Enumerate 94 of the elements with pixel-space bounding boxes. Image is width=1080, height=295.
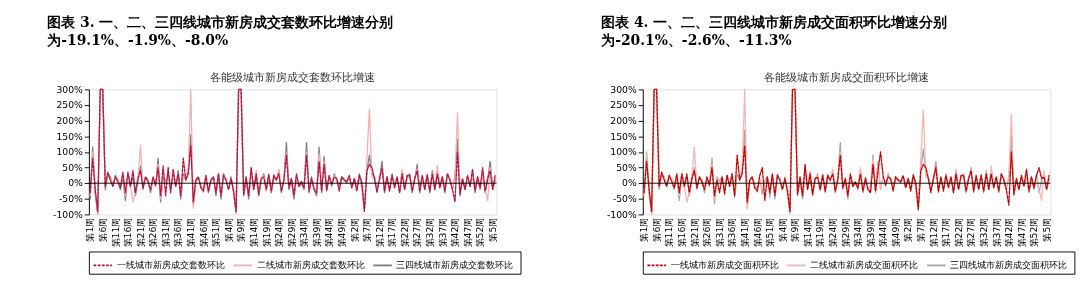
y-tick-label: -50%: [612, 193, 637, 205]
x-tick-label: 第2周: [348, 217, 360, 242]
x-tick-label: 第12周: [373, 217, 385, 248]
x-tick-label: 第11周: [663, 217, 675, 248]
y-tick-label: -100%: [53, 208, 84, 220]
x-tick-label: 第34周: [852, 217, 864, 248]
x-tick-label: 第39周: [310, 217, 322, 248]
x-tick-label: 第16周: [676, 217, 688, 248]
x-tick-label: 第27周: [411, 217, 423, 248]
x-tick-label: 第9周: [235, 217, 247, 242]
x-tick-label: 第22周: [398, 217, 410, 248]
x-tick-label: 第9周: [789, 217, 801, 242]
x-tick-label: 第7周: [361, 217, 373, 242]
x-tick-label: 第44周: [323, 217, 335, 248]
x-tick-label: 第47周: [461, 217, 473, 248]
x-tick-label: 第51周: [210, 217, 222, 248]
x-tick-label: 第36周: [172, 217, 184, 248]
legend-label: 一线城市新房成交套数环比: [116, 259, 225, 271]
legend-label: 二线城市新房成交套数环比: [256, 259, 365, 271]
x-tick-label: 第52周: [1028, 217, 1040, 248]
x-tick-label: 第17周: [940, 217, 952, 248]
y-tick-label: 150%: [56, 130, 84, 142]
y-tick-label: 250%: [610, 99, 637, 111]
x-tick-label: 第37周: [436, 217, 448, 248]
x-tick-label: 第37周: [990, 217, 1002, 248]
x-tick-label: 第46周: [751, 217, 763, 248]
legend-label: 三四线城市新房成交面积环比: [950, 259, 1068, 271]
y-tick-label: 0%: [622, 177, 637, 189]
x-tick-label: 第19周: [260, 217, 272, 248]
y-tick-label: 100%: [610, 146, 637, 158]
x-tick-label: 第21周: [134, 217, 146, 248]
x-tick-label: 第24周: [273, 217, 285, 248]
x-tick-label: 第29周: [839, 217, 851, 248]
x-tick-label: 第14周: [247, 217, 259, 248]
x-tick-label: 第16周: [122, 217, 134, 248]
x-tick-label: 第4周: [776, 217, 788, 242]
x-tick-label: 第29周: [285, 217, 297, 248]
y-tick-label: 300%: [610, 83, 637, 95]
x-tick-label: 第44周: [877, 217, 889, 248]
x-tick-label: 第5周: [486, 217, 498, 242]
x-tick-label: 第5周: [1040, 217, 1052, 242]
x-tick-label: 第41周: [185, 217, 197, 248]
x-tick-label: 第52周: [474, 217, 486, 248]
x-tick-label: 第21周: [688, 217, 700, 248]
x-tick-label: 第32周: [977, 217, 989, 248]
x-tick-label: 第22周: [952, 217, 964, 248]
x-tick-label: 第42周: [449, 217, 461, 248]
y-tick-label: 50%: [62, 161, 84, 173]
x-tick-label: 第17周: [386, 217, 398, 248]
y-tick-label: 50%: [616, 161, 637, 173]
x-tick-label: 第36周: [726, 217, 738, 248]
y-tick-label: -100%: [607, 208, 637, 220]
x-tick-label: 第19周: [814, 217, 826, 248]
y-tick-label: 0%: [68, 177, 84, 189]
x-tick-label: 第14周: [801, 217, 813, 248]
x-tick-label: 第51周: [764, 217, 776, 248]
x-tick-label: 第49周: [335, 217, 347, 248]
x-tick-label: 第6周: [97, 217, 108, 242]
x-tick-label: 第7周: [915, 217, 927, 242]
y-tick-label: 200%: [56, 114, 84, 126]
x-tick-label: 第12周: [927, 217, 939, 248]
x-tick-label: 第1周: [84, 217, 96, 242]
chart-title: 图表 3. 一、二、三四线城市新房成交套数环比增速分别为-19.1%、-1.9%、-8.0%: [47, 14, 394, 48]
x-tick-label: 第11周: [109, 217, 121, 248]
legend-label: 一线城市新房成交面积环比: [670, 259, 779, 271]
y-tick-label: 200%: [610, 114, 637, 126]
y-tick-label: 150%: [610, 130, 637, 142]
x-tick-label: 第46周: [197, 217, 209, 248]
x-tick-label: 第39周: [864, 217, 876, 248]
chart-subtitle: 各能级城市新房成交面积环比增速: [764, 71, 930, 85]
x-tick-label: 第31周: [713, 217, 725, 248]
x-tick-label: 第31周: [159, 217, 171, 248]
y-tick-label: -50%: [58, 193, 84, 205]
chart-subtitle: 各能级城市新房成交套数环比增速: [210, 71, 376, 85]
x-tick-label: 第34周: [298, 217, 310, 248]
legend-label: 三四线城市新房成交套数环比: [396, 259, 514, 271]
x-tick-label: 第1周: [638, 217, 650, 242]
y-tick-label: 300%: [56, 83, 84, 95]
x-tick-label: 第2周: [902, 217, 914, 242]
x-tick-label: 第41周: [738, 217, 750, 248]
x-tick-label: 第26周: [147, 217, 159, 248]
x-tick-label: 第26周: [701, 217, 713, 248]
legend-label: 二线城市新房成交面积环比: [810, 259, 919, 271]
x-tick-label: 第6周: [650, 217, 662, 242]
chart-title: 图表 4. 一、二、三四线城市新房成交面积环比增速分别为-20.1%、-2.6%、-11.3%: [601, 14, 948, 48]
x-tick-label: 第4周: [222, 217, 234, 242]
y-tick-label: 100%: [56, 146, 84, 158]
x-tick-label: 第49周: [889, 217, 901, 248]
x-tick-label: 第47周: [1015, 217, 1027, 248]
x-tick-label: 第24周: [826, 217, 838, 248]
x-tick-label: 第32周: [424, 217, 436, 248]
y-tick-label: 250%: [56, 99, 84, 111]
x-tick-label: 第27周: [965, 217, 977, 248]
x-tick-label: 第42周: [1003, 217, 1015, 248]
